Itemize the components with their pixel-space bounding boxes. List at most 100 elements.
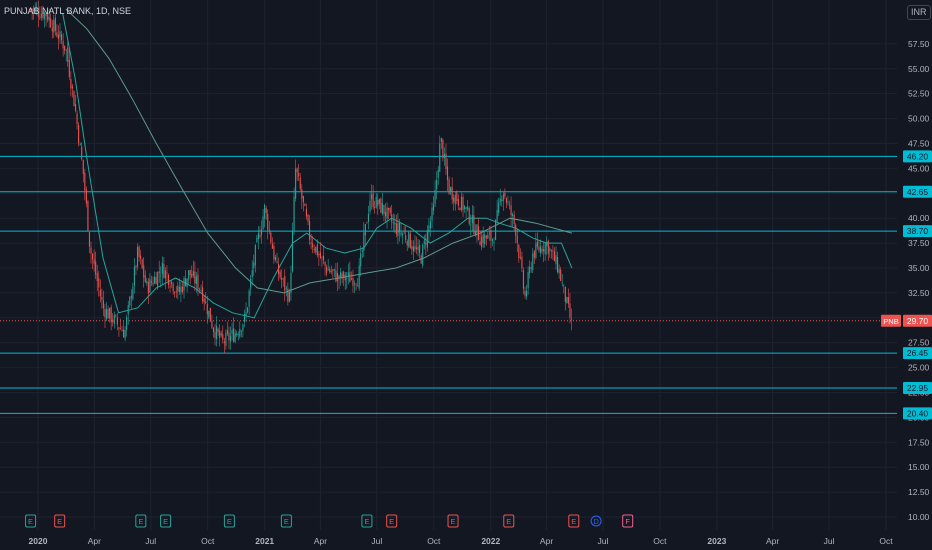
- candle-body: [564, 286, 566, 302]
- earnings-event-icon[interactable]: [447, 514, 459, 528]
- candle-body: [555, 255, 557, 264]
- financial-event-icon[interactable]: [622, 514, 634, 528]
- earnings-event-icon[interactable]: [568, 514, 580, 528]
- candle-body: [510, 205, 512, 216]
- candle-body: [502, 194, 504, 201]
- candle-body: [132, 286, 134, 300]
- candle-body: [136, 246, 139, 267]
- candle-body: [150, 281, 153, 283]
- candle-body: [250, 278, 252, 289]
- x-tick-label: Oct: [653, 536, 667, 546]
- candle-body: [526, 290, 528, 297]
- y-tick-label: 12.50: [908, 487, 930, 497]
- candle-body: [305, 208, 308, 217]
- earnings-event-icon[interactable]: [135, 514, 147, 528]
- candle-body: [315, 247, 317, 253]
- earnings-event-icon[interactable]: [25, 514, 37, 528]
- earnings-event-icon[interactable]: [503, 514, 515, 528]
- candle-body: [74, 104, 77, 111]
- level-price-tag[interactable]: [903, 150, 932, 163]
- candle-body: [433, 204, 435, 211]
- earnings-event-icon[interactable]: [223, 514, 235, 528]
- candle-body: [313, 248, 315, 251]
- level-price-tag[interactable]: [903, 225, 932, 238]
- last-price-tag: [903, 314, 932, 327]
- candle-body: [36, 8, 38, 10]
- candle-body: [71, 86, 73, 89]
- candle-body: [290, 272, 292, 294]
- candle-body: [262, 216, 264, 230]
- candle-body: [164, 270, 166, 279]
- candle-body: [563, 284, 565, 286]
- candle-body: [194, 271, 196, 284]
- candle-body: [171, 281, 173, 285]
- candle-body: [254, 245, 256, 266]
- symbol-title: PUNJAB NATL BANK, 1D, NSE: [4, 6, 132, 16]
- candle-body: [347, 272, 349, 276]
- candle-body: [87, 201, 89, 231]
- y-tick-label: 45.00: [908, 163, 930, 173]
- candle-body: [468, 208, 470, 224]
- level-price-tag[interactable]: [903, 407, 932, 420]
- candle-body: [392, 222, 394, 224]
- earnings-event-icon[interactable]: [280, 514, 292, 528]
- candle-body: [327, 269, 329, 271]
- earnings-event-icon[interactable]: [54, 514, 66, 528]
- level-price-tag[interactable]: [903, 347, 932, 360]
- candle-body: [239, 328, 241, 337]
- earnings-event-icon[interactable]: [386, 514, 398, 528]
- candle-body: [499, 198, 501, 203]
- candle-body: [253, 262, 255, 269]
- candle-body: [85, 189, 87, 204]
- candle-body: [346, 278, 348, 280]
- earnings-event-icon[interactable]: [361, 514, 373, 528]
- earnings-event-icon[interactable]: [160, 514, 172, 528]
- event-letter: E: [284, 517, 289, 526]
- candle-body: [34, 7, 36, 12]
- candle-body: [281, 277, 283, 280]
- candle-body: [174, 292, 176, 294]
- candle-body: [166, 272, 168, 274]
- candle-body: [186, 278, 188, 288]
- candle-body: [403, 232, 405, 234]
- candle-body: [299, 177, 301, 189]
- candle-body: [507, 202, 509, 204]
- candle-body: [57, 34, 60, 40]
- candle-body: [312, 243, 314, 248]
- candle-body: [332, 269, 334, 271]
- last-price-label: 29.70: [907, 316, 929, 326]
- candle-body: [377, 199, 379, 206]
- candle-body: [505, 198, 507, 203]
- candle-body: [527, 271, 529, 289]
- candle-body: [408, 232, 410, 247]
- candle-body: [496, 209, 498, 222]
- candle-body: [293, 196, 295, 231]
- candle-body: [431, 207, 433, 221]
- candle-body: [570, 318, 573, 320]
- candle-body: [200, 290, 202, 292]
- candle-body: [395, 223, 397, 235]
- event-letter: E: [451, 517, 456, 526]
- x-tick-label: Apr: [766, 536, 779, 546]
- candle-body: [383, 204, 385, 214]
- level-price-label: 38.70: [907, 226, 929, 236]
- dividend-event-icon[interactable]: [590, 515, 602, 527]
- candle-body: [326, 266, 328, 273]
- candle-body: [361, 250, 363, 252]
- candle-body: [138, 246, 140, 258]
- candle-body: [104, 309, 106, 318]
- candle-body: [420, 255, 422, 264]
- event-letter: E: [506, 517, 511, 526]
- y-tick-label: 52.50: [908, 89, 930, 99]
- candle-body: [274, 257, 277, 261]
- candle-body: [412, 246, 414, 252]
- candle-body: [448, 179, 450, 194]
- candle-body: [228, 332, 230, 341]
- level-price-tag[interactable]: [903, 185, 932, 198]
- candle-body: [101, 296, 103, 301]
- level-price-tag[interactable]: [903, 382, 932, 395]
- candle-body: [380, 198, 382, 213]
- currency-badge[interactable]: INR: [907, 5, 931, 20]
- candle-body: [464, 206, 466, 210]
